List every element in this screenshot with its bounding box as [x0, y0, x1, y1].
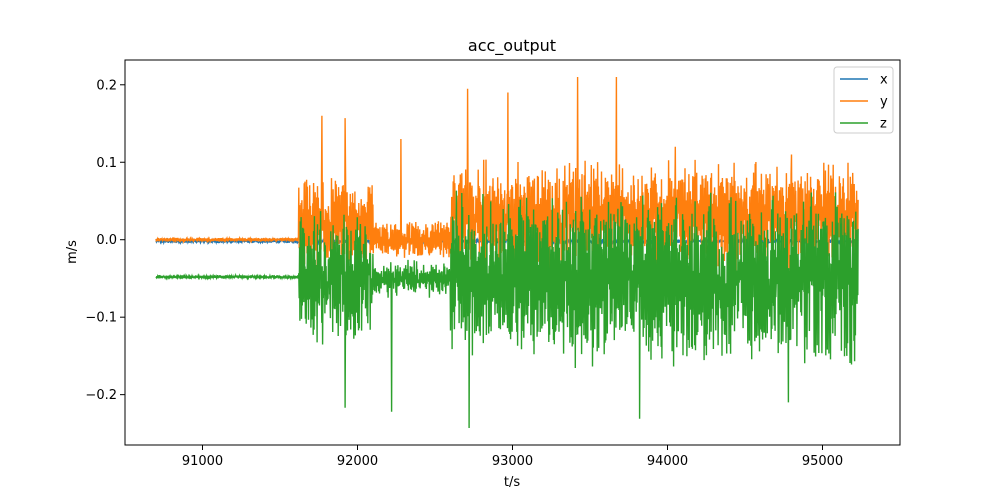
x-tick-label: 94000 — [647, 454, 688, 469]
y-tick-label: −0.2 — [85, 388, 117, 403]
x-tick-label: 91000 — [182, 454, 223, 469]
x-tick-label: 95000 — [802, 454, 843, 469]
y-axis-ticks: −0.2 −0.1 0.0 0.1 0.2 — [85, 78, 125, 403]
series-line-y — [155, 76, 859, 277]
legend-label-z: z — [880, 117, 887, 132]
legend-label-y: y — [880, 95, 888, 110]
x-axis-label: t/s — [504, 475, 520, 490]
x-tick-label: 93000 — [492, 454, 533, 469]
chart-title: acc_output — [468, 36, 556, 56]
legend: xyz — [833, 66, 894, 134]
legend-label-x: x — [880, 73, 888, 88]
x-axis-ticks: 91000 92000 93000 94000 95000 — [182, 445, 843, 469]
y-axis-label: m/s — [65, 240, 80, 264]
y-tick-label: 0.0 — [96, 233, 117, 248]
y-tick-label: −0.1 — [85, 311, 117, 326]
y-tick-label: 0.1 — [96, 156, 117, 171]
legend-box — [833, 66, 894, 134]
plot-area — [155, 76, 859, 429]
series-line-z — [155, 190, 859, 429]
y-tick-label: 0.2 — [96, 78, 117, 93]
x-tick-label: 92000 — [337, 454, 378, 469]
